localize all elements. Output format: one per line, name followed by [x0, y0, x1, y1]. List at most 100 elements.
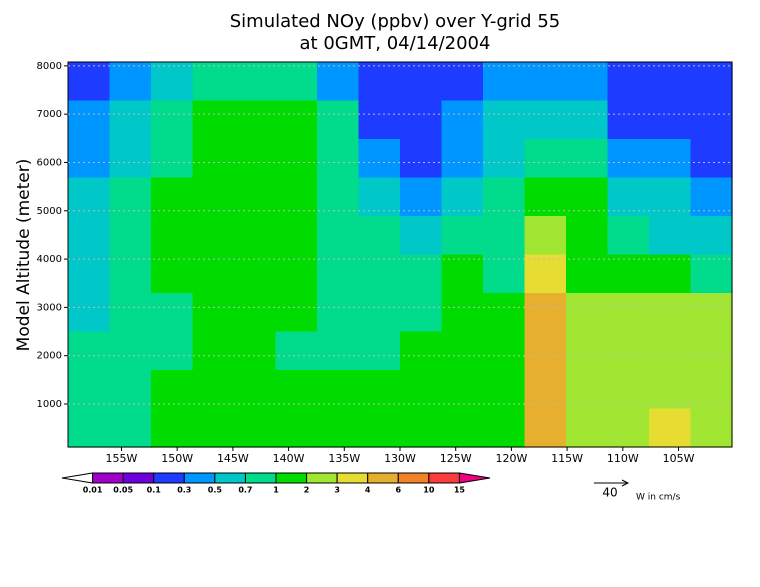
contour-cell	[565, 139, 609, 179]
x-tick-label: 105W	[663, 452, 695, 465]
contour-cell	[399, 62, 443, 102]
contour-cell	[607, 331, 650, 371]
contour-cell	[690, 177, 733, 217]
contour-cell	[607, 370, 650, 410]
colorbar-label: 3	[334, 486, 340, 495]
x-tick-label: 145W	[217, 452, 249, 465]
contour-cell	[192, 62, 235, 102]
contour-cell	[690, 254, 733, 294]
contour-cell	[150, 177, 194, 217]
colorbar-box	[428, 472, 460, 484]
chart-title: Simulated NOy (ppbv) over Y-grid 55	[230, 11, 560, 32]
contour-cell	[233, 370, 277, 410]
contour-cell	[565, 370, 609, 410]
contour-cell	[316, 254, 360, 294]
contour-cell	[399, 216, 443, 256]
contour-cell	[192, 370, 235, 410]
contour-cell	[690, 100, 733, 140]
contour-cell	[316, 100, 360, 140]
contour-cell	[441, 408, 484, 448]
contour-cell	[607, 62, 650, 102]
contour-cell	[316, 216, 360, 256]
colorbar-box	[244, 472, 277, 484]
contour-cell	[482, 331, 526, 371]
x-tick-label: 110W	[607, 452, 639, 465]
y-axis-label: Model Altitude (meter)	[14, 159, 34, 352]
contour-cell	[67, 254, 111, 294]
contour-cell	[441, 370, 484, 410]
contour-cell	[192, 408, 235, 448]
contour-cell	[316, 139, 360, 179]
contour-cell	[690, 62, 733, 102]
contour-cell	[358, 370, 401, 410]
contour-cell	[524, 331, 567, 371]
colorbar-triangle	[458, 472, 491, 484]
contour-cell	[524, 62, 567, 102]
contour-cell	[192, 216, 235, 256]
colorbar-label: 1	[273, 486, 279, 495]
contour-cell	[109, 100, 152, 140]
contour-cell	[648, 293, 692, 333]
contour-cell	[441, 100, 484, 140]
contour-cell	[150, 62, 194, 102]
x-tick-label: 120W	[495, 452, 527, 465]
contour-cell	[109, 331, 152, 371]
x-tick-label: 125W	[440, 452, 472, 465]
contour-cell	[648, 408, 692, 448]
contour-cell	[316, 408, 360, 448]
contour-cell	[233, 177, 277, 217]
colorbar-box	[183, 472, 216, 484]
y-tick-label: 3000	[37, 302, 62, 313]
y-tick-label: 1000	[37, 399, 62, 410]
contour-cell	[275, 254, 318, 294]
contour-cell	[358, 62, 401, 102]
contour-cell	[192, 254, 235, 294]
contour-cell	[482, 293, 526, 333]
contour-cell	[67, 100, 111, 140]
colorbar-label: 0.5	[208, 486, 223, 495]
contour-cell	[690, 331, 733, 371]
contour-field	[67, 62, 733, 448]
contour-cell	[607, 408, 650, 448]
colorbar-label: 10	[423, 486, 435, 495]
contour-cell	[109, 139, 152, 179]
contour-cell	[441, 177, 484, 217]
x-tick-label: 130W	[384, 452, 416, 465]
contour-cell	[441, 254, 484, 294]
x-tick-label: 150W	[161, 452, 193, 465]
contour-cell	[150, 254, 194, 294]
contour-cell	[565, 177, 609, 217]
contour-cell	[233, 62, 277, 102]
contour-cell	[690, 408, 733, 448]
contour-cell	[358, 216, 401, 256]
x-tick-label: 140W	[273, 452, 305, 465]
contour-cell	[358, 254, 401, 294]
contour-cell	[399, 331, 443, 371]
contour-cell	[607, 216, 650, 256]
contour-cell	[399, 139, 443, 179]
contour-cell	[690, 139, 733, 179]
contour-cell	[648, 139, 692, 179]
contour-cell	[150, 370, 194, 410]
contour-cell	[607, 100, 650, 140]
contour-cell	[358, 139, 401, 179]
contour-cell	[109, 293, 152, 333]
contour-cell	[565, 62, 609, 102]
colorbar-box	[306, 472, 338, 484]
colorbar-label: 0.1	[147, 486, 162, 495]
contour-cell	[524, 293, 567, 333]
colorbar-label: 0.01	[83, 486, 103, 495]
contour-cell	[192, 331, 235, 371]
colorbar-box	[153, 472, 185, 484]
contour-cell	[482, 177, 526, 217]
contour-cell	[192, 177, 235, 217]
colorbar-box	[336, 472, 369, 484]
contour-cell	[441, 331, 484, 371]
contour-cell	[607, 139, 650, 179]
contour-cell	[524, 100, 567, 140]
contour-cell	[482, 408, 526, 448]
chart-subtitle: at 0GMT, 04/14/2004	[300, 33, 491, 54]
contour-cell	[690, 370, 733, 410]
contour-cell	[67, 331, 111, 371]
colorbar-box	[92, 472, 124, 484]
